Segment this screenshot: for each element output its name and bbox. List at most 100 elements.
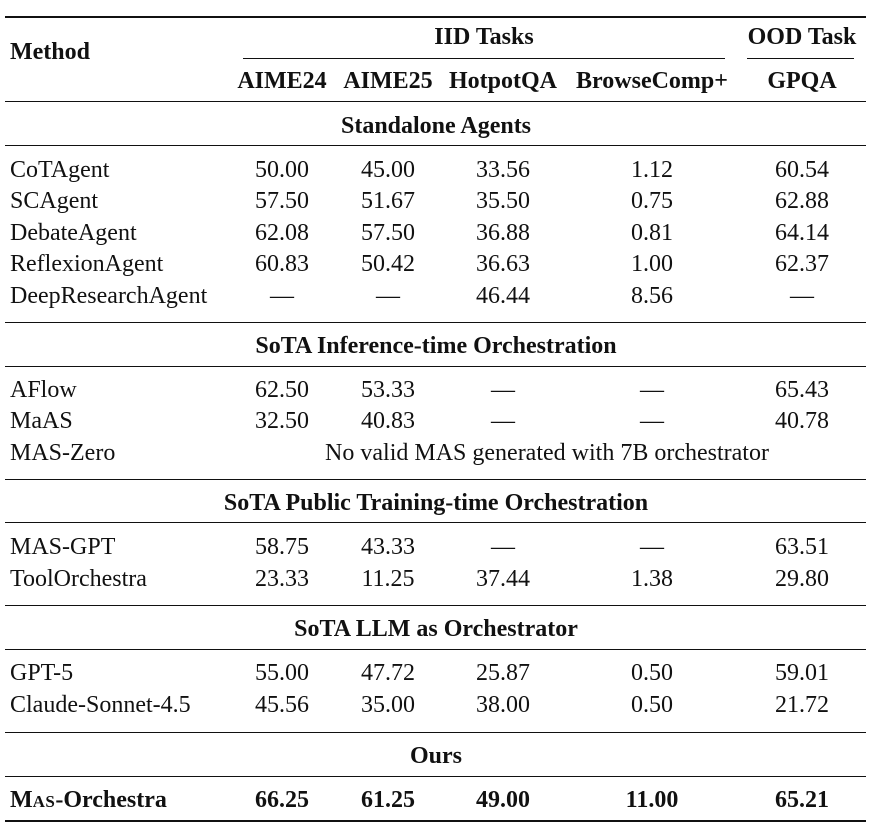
cell-browsecomp: — bbox=[640, 534, 664, 560]
cell-gpqa: 63.51 bbox=[775, 534, 829, 560]
col-header-gpqa: GPQA bbox=[767, 68, 837, 94]
cell-aime24: 32.50 bbox=[255, 408, 309, 434]
section-title: SoTA Inference-time Orchestration bbox=[255, 333, 617, 359]
cell-aime25: 40.83 bbox=[361, 408, 415, 434]
section-1-end-rule bbox=[5, 322, 866, 323]
cell-gpqa: 62.88 bbox=[775, 188, 829, 214]
cell-browsecomp: 0.75 bbox=[631, 188, 673, 214]
cell-hotpotqa: — bbox=[491, 408, 515, 434]
section-5-rule bbox=[5, 776, 866, 777]
cell-hotpotqa: 46.44 bbox=[476, 283, 530, 309]
cell-browsecomp: 1.12 bbox=[631, 157, 673, 183]
cell-gpqa: 21.72 bbox=[775, 692, 829, 718]
cell-browsecomp: 0.50 bbox=[631, 692, 673, 718]
cell-hotpotqa: 36.63 bbox=[476, 251, 530, 277]
row-method: MAS-Zero bbox=[10, 440, 116, 466]
top-rule bbox=[5, 16, 866, 18]
cell-aime24: 62.50 bbox=[255, 377, 309, 403]
col-header-aime24: AIME24 bbox=[237, 68, 327, 94]
cell-gpqa: 65.43 bbox=[775, 377, 829, 403]
row-method-ours: MAS-Orchestra bbox=[10, 788, 167, 812]
cell-browsecomp: 0.81 bbox=[631, 220, 673, 246]
iid-underline bbox=[243, 58, 725, 59]
cell-hotpotqa: 38.00 bbox=[476, 692, 530, 718]
cell-hotpotqa: 33.56 bbox=[476, 157, 530, 183]
row-method: DebateAgent bbox=[10, 220, 137, 246]
cell-browsecomp: — bbox=[640, 408, 664, 434]
cell-aime25: 11.25 bbox=[361, 566, 415, 592]
method-part: -Orchestra bbox=[55, 787, 167, 813]
col-header-hotpotqa: HotpotQA bbox=[449, 68, 557, 94]
method-part-smallcaps: AS bbox=[32, 792, 56, 811]
cell-aime24: 66.25 bbox=[255, 787, 309, 813]
row-method: GPT-5 bbox=[10, 660, 74, 686]
cell-aime25: 35.00 bbox=[361, 692, 415, 718]
cell-aime24: 55.00 bbox=[255, 660, 309, 686]
cell-browsecomp: 11.00 bbox=[625, 787, 679, 813]
cell-aime25: 47.72 bbox=[361, 660, 415, 686]
cell-aime25: 53.33 bbox=[361, 377, 415, 403]
cell-aime24: 45.56 bbox=[255, 692, 309, 718]
cell-aime24: 62.08 bbox=[255, 220, 309, 246]
row-method: MaAS bbox=[10, 408, 73, 434]
cell-aime25: 57.50 bbox=[361, 220, 415, 246]
section-title: Ours bbox=[409, 743, 463, 769]
cell-gpqa: 29.80 bbox=[775, 566, 829, 592]
section-2-rule bbox=[5, 366, 866, 367]
section-1-rule bbox=[5, 145, 866, 146]
cell-gpqa: 65.21 bbox=[775, 787, 829, 813]
section-4-end-rule bbox=[5, 732, 866, 733]
iid-group-header: IID Tasks bbox=[434, 24, 534, 50]
cell-aime25: — bbox=[376, 283, 400, 309]
section-4-rule bbox=[5, 649, 866, 650]
cell-aime25: 61.25 bbox=[361, 787, 415, 813]
section-3-end-rule bbox=[5, 605, 866, 606]
cell-browsecomp: — bbox=[640, 377, 664, 403]
bottom-rule bbox=[5, 820, 866, 822]
col-header-browsecomp: BrowseComp+ bbox=[576, 68, 728, 94]
cell-aime24: 57.50 bbox=[255, 188, 309, 214]
cell-aime24: 23.33 bbox=[255, 566, 309, 592]
cell-browsecomp: 8.56 bbox=[631, 283, 673, 309]
cell-hotpotqa: — bbox=[491, 534, 515, 560]
row-method: ReflexionAgent bbox=[10, 251, 164, 277]
row-method: ToolOrchestra bbox=[10, 566, 147, 592]
ood-underline bbox=[747, 58, 854, 59]
cell-aime24: — bbox=[270, 283, 294, 309]
method-header: Method bbox=[10, 39, 90, 65]
row-method: SCAgent bbox=[10, 188, 99, 214]
row-method: DeepResearchAgent bbox=[10, 283, 208, 309]
cell-hotpotqa: — bbox=[491, 377, 515, 403]
cell-hotpotqa: 25.87 bbox=[476, 660, 530, 686]
cell-aime25: 51.67 bbox=[361, 188, 415, 214]
cell-aime25: 43.33 bbox=[361, 534, 415, 560]
cell-hotpotqa: 35.50 bbox=[476, 188, 530, 214]
row-method: MAS-GPT bbox=[10, 534, 116, 560]
cell-gpqa: 60.54 bbox=[775, 157, 829, 183]
row-method: Claude-Sonnet-4.5 bbox=[10, 692, 191, 718]
cell-gpqa: — bbox=[790, 283, 814, 309]
row-method: AFlow bbox=[10, 377, 77, 403]
section-title: SoTA Public Training-time Orchestration bbox=[223, 490, 649, 516]
ood-group-header: OOD Task bbox=[747, 24, 857, 50]
cell-aime25: 50.42 bbox=[361, 251, 415, 277]
section-3-rule bbox=[5, 522, 866, 523]
cell-gpqa: 64.14 bbox=[775, 220, 829, 246]
cell-browsecomp: 1.00 bbox=[631, 251, 673, 277]
row-note: No valid MAS generated with 7B orchestra… bbox=[325, 440, 769, 466]
cell-aime24: 58.75 bbox=[255, 534, 309, 560]
cell-browsecomp: 1.38 bbox=[631, 566, 673, 592]
cell-hotpotqa: 49.00 bbox=[476, 787, 530, 813]
cell-hotpotqa: 37.44 bbox=[476, 566, 530, 592]
cell-hotpotqa: 36.88 bbox=[476, 220, 530, 246]
cell-gpqa: 62.37 bbox=[775, 251, 829, 277]
method-part: M bbox=[10, 787, 33, 813]
cell-aime24: 60.83 bbox=[255, 251, 309, 277]
cell-gpqa: 40.78 bbox=[775, 408, 829, 434]
row-method: CoTAgent bbox=[10, 157, 110, 183]
cell-gpqa: 59.01 bbox=[775, 660, 829, 686]
section-2-end-rule bbox=[5, 479, 866, 480]
cell-aime24: 50.00 bbox=[255, 157, 309, 183]
cell-aime25: 45.00 bbox=[361, 157, 415, 183]
